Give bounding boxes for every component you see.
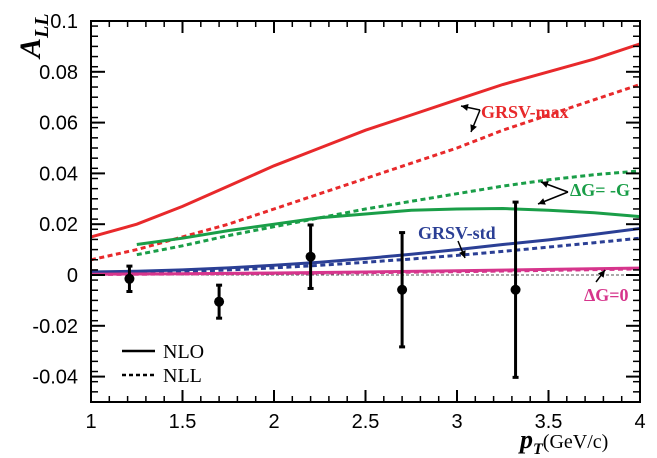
legend-label-nll: NLL xyxy=(163,365,202,387)
annotation-label-grsv-max: GRSV-max xyxy=(481,102,569,122)
x-tick-label: 4 xyxy=(634,411,645,433)
data-point xyxy=(305,251,316,262)
annotation-label-g-g: ΔG= -G xyxy=(570,180,630,200)
y-tick-label: 0.06 xyxy=(39,113,78,135)
series-line-grsv-max-solid xyxy=(90,42,641,239)
x-tick-label: 1.5 xyxy=(169,411,197,433)
y-tick-label: 0.02 xyxy=(39,214,78,236)
x-axis-label: pT(GeV/c) xyxy=(518,425,608,458)
y-axis-label-main: A xyxy=(14,38,47,60)
annotation-arrowhead xyxy=(541,181,549,188)
annotation-arrowhead xyxy=(538,198,546,205)
x-tick-label: 3.5 xyxy=(535,411,563,433)
data-point xyxy=(510,284,521,295)
y-tick-label: 0 xyxy=(67,265,78,287)
annotation-label-g-0: ΔG=0 xyxy=(584,285,629,305)
x-tick-label: 2.5 xyxy=(352,411,380,433)
series-line-grsv-std-dotted xyxy=(90,236,641,276)
x-tick-label: 2 xyxy=(268,411,279,433)
series-line-grsv-std-solid xyxy=(90,227,641,274)
y-tick-label: 0.04 xyxy=(39,163,78,185)
y-tick-label: -0.02 xyxy=(32,316,78,338)
y-tick-label: 0.08 xyxy=(39,62,78,84)
data-point xyxy=(214,296,225,307)
data-points-layer xyxy=(124,200,521,379)
y-axis-label-sub: LL xyxy=(31,14,53,39)
annotation-arrowhead xyxy=(459,250,466,258)
annotation-arrowhead xyxy=(598,270,605,278)
series-line-g-g-dotted xyxy=(136,169,641,257)
series-line-g-g-solid xyxy=(136,206,641,246)
ticks-layer: 1 1.5 2 2.5 3 3.5 4 -0.04 -0.02 0 0.02 0.04 0.06 0.08… xyxy=(32,11,645,433)
annotations-layer: GRSV-max ΔG= -G GRSV-std ΔG=0 xyxy=(418,102,630,305)
x-tick-label: 1 xyxy=(85,411,96,433)
y-tick-label: -0.04 xyxy=(32,367,78,389)
annotation-label-grsv-std: GRSV-std xyxy=(418,223,496,243)
data-point xyxy=(124,273,135,284)
annotation-arrowhead xyxy=(461,104,469,111)
x-axis-label-main: p xyxy=(518,425,533,454)
x-tick-label: 3 xyxy=(451,411,462,433)
y-axis-label: ALL xyxy=(14,14,53,60)
y-tick-label: 0.1 xyxy=(50,11,78,33)
annotation-arrowhead xyxy=(470,124,477,132)
x-axis-label-unit: (GeV/c) xyxy=(543,431,609,453)
series-line-g-0-dotted xyxy=(90,267,641,276)
series-layer xyxy=(90,42,641,276)
data-point xyxy=(397,284,408,295)
legend-label-nlo: NLO xyxy=(163,341,204,363)
x-axis-label-sub: T xyxy=(533,441,544,458)
